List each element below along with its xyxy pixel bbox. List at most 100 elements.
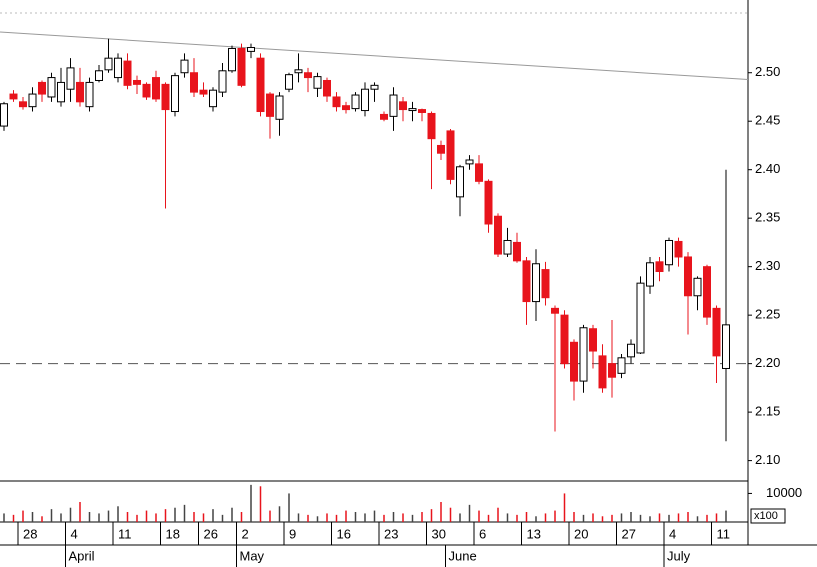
volume-bar	[193, 512, 195, 522]
candle-body	[256, 57, 265, 113]
x-tick-label: 6	[479, 526, 486, 541]
x-tick-label: 9	[289, 526, 296, 541]
volume-bar	[535, 516, 537, 522]
volume-bar	[459, 513, 461, 522]
volume-bar	[31, 512, 34, 522]
x-tick-label: 30	[432, 526, 446, 541]
candle-body	[38, 81, 46, 95]
volume-bar	[525, 512, 528, 522]
volume-bar	[278, 506, 281, 522]
x-tick-label: 4	[71, 526, 78, 541]
candle-body	[636, 282, 645, 354]
volume-bar	[288, 493, 290, 522]
volume-bar	[487, 514, 490, 522]
volume-bar	[592, 513, 594, 522]
candle-body	[19, 101, 27, 108]
candle-body	[66, 67, 75, 90]
volume-bar	[354, 512, 357, 522]
volume-bar	[687, 512, 689, 522]
y-tick-label: 2.25	[755, 307, 780, 322]
candle-body	[684, 256, 692, 297]
month-label: July	[667, 548, 691, 563]
candle-body	[0, 103, 8, 127]
volume-bar	[174, 507, 176, 522]
volume-bar	[402, 513, 404, 522]
candle-body	[275, 95, 284, 120]
volume-bar	[639, 514, 642, 522]
candle-body	[342, 105, 350, 111]
volume-bar	[725, 510, 727, 522]
candle-body	[104, 57, 113, 71]
x-tick-label: 2	[242, 526, 249, 541]
month-label: April	[69, 548, 95, 563]
candle-body	[370, 84, 379, 90]
volume-bar	[117, 506, 119, 522]
candle-body	[152, 77, 160, 100]
x-tick-label: 11	[717, 526, 731, 541]
candle-body	[199, 89, 208, 95]
y-tick-label: 2.35	[755, 210, 780, 225]
volume-bar	[297, 513, 300, 522]
candle-body	[693, 277, 702, 297]
volume-bar	[658, 513, 661, 522]
volume-bar	[449, 507, 452, 522]
candle-body	[503, 239, 512, 255]
volume-bar	[155, 513, 157, 522]
volume-bar	[544, 513, 547, 522]
x-tick-label: 13	[527, 526, 541, 541]
candle-body	[655, 261, 664, 273]
candle-body	[427, 112, 436, 140]
volume-bar	[421, 512, 423, 522]
volume-bar	[69, 507, 72, 522]
volume-bar	[212, 509, 214, 522]
x-tick-label: 20	[574, 526, 588, 541]
volume-bar	[126, 512, 129, 522]
volume-bar	[307, 514, 309, 522]
volume-bar	[50, 509, 53, 522]
volume-bar	[563, 493, 566, 522]
candle-body	[399, 101, 407, 111]
volume-bar	[364, 513, 366, 522]
volume-bar	[250, 484, 252, 522]
volume-bar	[516, 514, 518, 522]
candle-body	[313, 76, 322, 89]
candle-body	[579, 327, 588, 382]
volume-bar	[259, 486, 262, 522]
candle-body	[247, 47, 255, 52]
volume-bar	[22, 510, 24, 522]
candle-body	[361, 88, 369, 112]
candle-body	[114, 57, 122, 79]
candle-body	[351, 94, 360, 110]
month-label: June	[449, 548, 477, 563]
volume-bar	[88, 512, 91, 522]
candle-body	[161, 83, 170, 111]
volume-bar	[601, 516, 604, 522]
x-tick-label: 27	[622, 526, 636, 541]
volume-bar	[164, 509, 167, 522]
volume-bar	[202, 513, 205, 522]
candle-body	[408, 108, 417, 112]
volume-bar	[316, 516, 319, 522]
candle-body	[617, 357, 626, 374]
volume-bar	[60, 513, 62, 522]
candle-body	[218, 70, 227, 93]
candle-body	[608, 363, 616, 378]
candle-body	[494, 215, 502, 255]
volume-bar	[12, 514, 15, 522]
candle-body	[712, 307, 721, 357]
candle-body	[722, 324, 730, 369]
x-tick-label: 4	[669, 526, 676, 541]
candle-body	[209, 89, 217, 108]
y-tick-label: 2.15	[755, 404, 780, 419]
candle-body	[465, 159, 474, 165]
candle-body	[484, 180, 493, 225]
x-tick-label: 18	[166, 526, 180, 541]
volume-bar	[611, 514, 613, 522]
volume-bar	[373, 510, 376, 522]
volume-tick-label: 10000	[766, 485, 802, 500]
volume-unit-box	[750, 508, 786, 524]
volume-bar	[696, 516, 699, 522]
candle-body	[418, 109, 426, 113]
